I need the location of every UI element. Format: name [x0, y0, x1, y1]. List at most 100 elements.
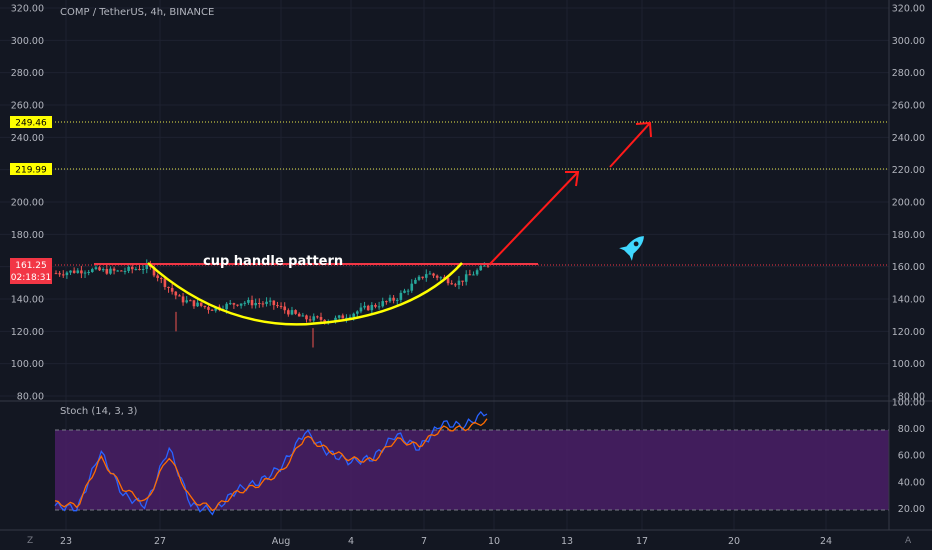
time-tick-label: 7 [421, 536, 427, 547]
candle-body [214, 306, 218, 311]
candle-body [265, 301, 268, 304]
price-tick-label: 320.00 [11, 4, 44, 15]
candle-body [377, 306, 381, 308]
candle-body [374, 304, 377, 307]
price-tick-label-right: 80.00 [898, 392, 925, 403]
candle-body [130, 266, 134, 270]
candle-body [138, 268, 141, 270]
candle-body [134, 268, 138, 270]
candle-body [192, 300, 196, 307]
price-axis[interactable]: 320.00 320.00 300.00 300.00 280.00 280.00 260.… [11, 4, 925, 403]
candle-body [323, 319, 326, 323]
price-tick-label-right: 300.00 [892, 36, 925, 47]
price-tick-label-right: 180.00 [892, 230, 925, 241]
candle-body [421, 276, 424, 278]
auto-scale-icon[interactable]: A [905, 536, 912, 546]
candle-body [359, 307, 363, 312]
candle-body [432, 273, 435, 276]
svg-text:02:18:31: 02:18:31 [11, 273, 51, 283]
candle-body [341, 315, 345, 319]
stoch-tick-label: 80.00 [898, 424, 925, 435]
candle-body [308, 319, 312, 321]
candle-body [283, 306, 287, 311]
price-tick-label: 260.00 [11, 101, 44, 112]
time-tick-label: 23 [60, 536, 72, 547]
candle-body [272, 300, 276, 306]
candle-body [381, 301, 385, 307]
time-axis[interactable]: 23 27 Aug 4 7 10 13 17 20 24 [60, 536, 832, 547]
candle-body [199, 302, 203, 306]
candle-body [254, 303, 257, 306]
candle-body [403, 290, 406, 293]
stoch-tick-label: 40.00 [898, 477, 925, 488]
zoom-reset-icon[interactable]: Z [27, 536, 33, 546]
candle-body [76, 270, 80, 273]
candle-body [232, 303, 236, 305]
time-tick-label: 24 [820, 536, 832, 547]
candle-body [174, 291, 178, 296]
candle-body [366, 305, 370, 311]
candle-body [91, 269, 94, 273]
time-tick-label: 13 [561, 536, 573, 547]
time-tick-label: 20 [728, 536, 740, 547]
candle-body [156, 275, 159, 279]
candle-body [69, 270, 72, 273]
candle-body [112, 268, 116, 271]
arrow-2-shaft [609, 122, 651, 168]
candle-body [239, 303, 243, 306]
candlestick-series [54, 259, 490, 348]
cup-curve[interactable] [147, 262, 463, 326]
symbol-title: COMP / TetherUS, 4h, BINANCE [60, 7, 214, 18]
candle-body [207, 307, 210, 310]
price-tick-label: 140.00 [11, 295, 44, 306]
price-tick-label-right: 200.00 [892, 198, 925, 209]
candle-body [243, 302, 247, 304]
candle-body [80, 270, 83, 274]
candle-body [170, 287, 174, 292]
candle-body [167, 286, 170, 288]
price-tick-label: 180.00 [11, 230, 44, 241]
stoch-tick-label: 100.00 [892, 398, 925, 409]
candle-body [203, 305, 207, 308]
candle-body [424, 274, 428, 278]
candle-body [301, 315, 305, 317]
candle-body [370, 304, 374, 311]
price-tick-label: 240.00 [11, 133, 44, 144]
arrow-1-head [565, 171, 580, 187]
price-tick-label-right: 220.00 [892, 165, 925, 176]
svg-text:161.25: 161.25 [15, 261, 47, 271]
candle-body [316, 316, 319, 318]
candle-body [410, 283, 414, 291]
candle-body [461, 280, 464, 282]
candle-body [109, 268, 112, 274]
stoch-axis[interactable]: 100.00 80.00 60.00 40.00 20.00 [892, 398, 925, 515]
candle-body [268, 300, 272, 302]
svg-text:219.99: 219.99 [15, 166, 47, 176]
candle-body [87, 272, 90, 274]
price-tick-label: 280.00 [11, 68, 44, 79]
candle-body [345, 317, 348, 319]
candle-body [72, 270, 76, 273]
candle-body [141, 269, 145, 271]
candle-body [486, 265, 490, 267]
candle-body [279, 306, 283, 308]
candle-body [152, 266, 156, 276]
candle-body [319, 317, 323, 320]
candle-body [305, 315, 308, 320]
projection-arrows[interactable] [489, 121, 652, 265]
last-price-label: 161.25 02:18:31 [10, 258, 52, 284]
candle-body [334, 317, 337, 322]
candle-body [392, 297, 395, 301]
candle-body [54, 273, 58, 275]
candle-body [406, 290, 410, 292]
candle-body [116, 270, 120, 272]
cup-handle-label[interactable]: cup handle pattern [203, 254, 343, 269]
price-tick-label-right: 260.00 [892, 101, 925, 112]
candle-body [454, 284, 457, 286]
candle-body [475, 270, 479, 275]
price-tick-label-right: 120.00 [892, 327, 925, 338]
candle-body [287, 310, 290, 315]
candle-body [446, 277, 450, 284]
candle-body [58, 273, 61, 275]
